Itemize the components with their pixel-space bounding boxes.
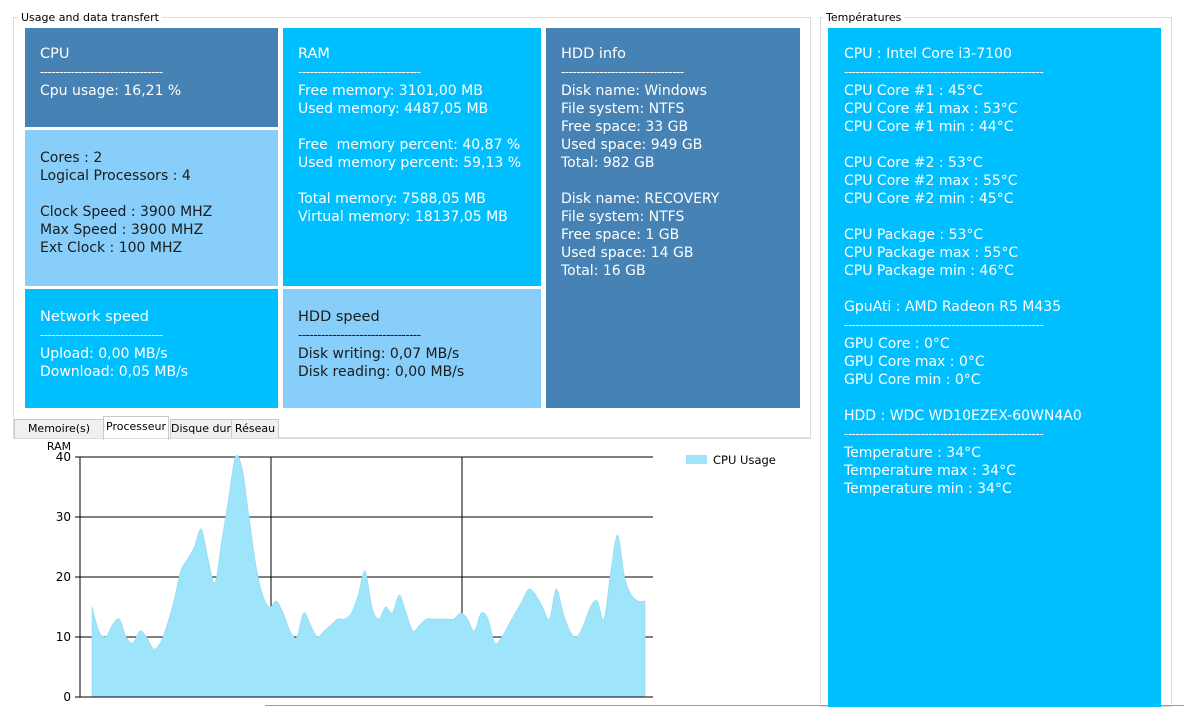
cpu-core1-text: CPU Core #1 : 45°C	[844, 83, 983, 99]
gpu-core-min-text: GPU Core min : 0°C	[844, 372, 981, 388]
virtual-memory-text: Virtual memory: 18137,05 MB	[298, 209, 508, 225]
temperatures-group-title: Températures	[823, 11, 905, 24]
logical-processors-text: Logical Processors : 4	[40, 168, 191, 184]
hdd-speed-tile: HDD speed ------------------------------…	[283, 289, 541, 408]
hdd-info-divider: --------------------------------	[561, 65, 684, 79]
hdd-temperature-max-text: Temperature max : 34°C	[844, 463, 1016, 479]
cpu-package-max-text: CPU Package max : 55°C	[844, 245, 1019, 261]
tick-label-y: 10	[56, 630, 71, 644]
usage-group	[13, 17, 811, 438]
temp-divider-gpu: ----------------------------------------…	[844, 318, 1044, 332]
tab-page-border	[13, 438, 811, 439]
clock-speed-text: Clock Speed : 3900 MHZ	[40, 204, 213, 220]
window-bottom-line	[265, 705, 1184, 706]
cores-text: Cores : 2	[40, 150, 103, 166]
hdd-speed-title: HDD speed	[298, 309, 380, 325]
hdd-info-title: HDD info	[561, 46, 627, 62]
disk2-total-text: Total: 16 GB	[561, 263, 646, 279]
cpu-usage-text: Cpu usage: 16,21 %	[40, 83, 182, 99]
temperatures-panel: CPU : Intel Core i3-7100 ---------------…	[828, 28, 1161, 707]
used-memory-text: Used memory: 4487,05 MB	[298, 101, 489, 117]
network-title: Network speed	[40, 309, 149, 325]
free-memory-percent-text: Free memory percent: 40,87 %	[298, 137, 521, 153]
ram-divider: --------------------------------	[298, 65, 421, 79]
cpu-tile: CPU -------------------------------- Cpu…	[25, 28, 278, 127]
legend-swatch	[686, 455, 707, 464]
disk2-used-text: Used space: 14 GB	[561, 245, 694, 261]
ext-clock-text: Ext Clock : 100 MHZ	[40, 240, 183, 256]
cpu-core2-min-text: CPU Core #2 min : 45°C	[844, 191, 1014, 207]
gpu-core-text: GPU Core : 0°C	[844, 336, 950, 352]
hdd-model-text: HDD : WDC WD10EZEX-60WN4A0	[844, 408, 1082, 424]
disk-reading-text: Disk reading: 0,00 MB/s	[298, 364, 465, 380]
used-memory-percent-text: Used memory percent: 59,13 %	[298, 155, 522, 171]
hdd-temperature-text: Temperature : 34°C	[844, 445, 981, 461]
upload-text: Upload: 0,00 MB/s	[40, 346, 168, 362]
temp-divider-hdd: ----------------------------------------…	[844, 427, 1044, 441]
disk2-fs-text: File system: NTFS	[561, 209, 685, 225]
network-divider: --------------------------------	[40, 328, 163, 342]
hdd-speed-divider: --------------------------------	[298, 328, 421, 342]
gpu-core-max-text: GPU Core max : 0°C	[844, 354, 985, 370]
ram-title: RAM	[298, 46, 330, 62]
download-text: Download: 0,05 MB/s	[40, 364, 189, 380]
tab-strip: Memoire(s) RAM Processeur Disque dur Rés…	[14, 416, 314, 453]
cpu-core2-text: CPU Core #2 : 53°C	[844, 155, 983, 171]
temp-divider-cpu: ----------------------------------------…	[844, 65, 1044, 79]
cpu-usage-chart: 0 10 20 30 40 CPU Usage	[56, 450, 776, 704]
cpu-model-text: CPU : Intel Core i3-7100	[844, 46, 1012, 62]
chart-legend: CPU Usage	[686, 453, 776, 467]
disk1-free-text: Free space: 33 GB	[561, 119, 689, 135]
total-memory-text: Total memory: 7588,05 MB	[298, 191, 486, 207]
hdd-temperature-min-text: Temperature min : 34°C	[844, 481, 1012, 497]
cpu-divider: --------------------------------	[40, 65, 163, 79]
tab-memoire-ram[interactable]: Memoire(s) RAM	[14, 419, 104, 453]
network-tile: Network speed --------------------------…	[25, 289, 278, 408]
disk2-free-text: Free space: 1 GB	[561, 227, 680, 243]
cpu-usage-area	[91, 455, 646, 698]
max-speed-text: Max Speed : 3900 MHZ	[40, 222, 204, 238]
cpu-core1-max-text: CPU Core #1 max : 53°C	[844, 101, 1018, 117]
disk1-name-text: Disk name: Windows	[561, 83, 707, 99]
tick-label-y: 0	[63, 690, 71, 704]
cores-tile: Cores : 2 Logical Processors : 4 Clock S…	[25, 130, 278, 286]
cpu-package-min-text: CPU Package min : 46°C	[844, 263, 1015, 279]
hdd-info-tile: HDD info -------------------------------…	[546, 28, 800, 408]
disk2-name-text: Disk name: RECOVERY	[561, 191, 720, 207]
legend-label: CPU Usage	[713, 453, 776, 467]
disk1-used-text: Used space: 949 GB	[561, 137, 703, 153]
disk1-total-text: Total: 982 GB	[561, 155, 655, 171]
cpu-core1-min-text: CPU Core #1 min : 44°C	[844, 119, 1014, 135]
tick-label-y: 20	[56, 570, 71, 584]
cpu-package-text: CPU Package : 53°C	[844, 227, 984, 243]
tab-processeur[interactable]: Processeur	[103, 416, 169, 440]
disk1-fs-text: File system: NTFS	[561, 101, 685, 117]
tab-disque-dur[interactable]: Disque dur	[170, 419, 232, 439]
tab-reseau[interactable]: Réseau	[231, 419, 279, 439]
tick-label-y: 30	[56, 510, 71, 524]
disk-writing-text: Disk writing: 0,07 MB/s	[298, 346, 460, 362]
ram-tile: RAM -------------------------------- Fre…	[283, 28, 541, 286]
tick-label-y: 40	[56, 450, 71, 464]
usage-group-title: Usage and data transfert	[18, 11, 162, 24]
free-memory-text: Free memory: 3101,00 MB	[298, 83, 483, 99]
cpu-core2-max-text: CPU Core #2 max : 55°C	[844, 173, 1018, 189]
chart-axes: 0 10 20 30 40	[56, 450, 653, 704]
gpu-model-text: GpuAti : AMD Radeon R5 M435	[844, 299, 1062, 315]
cpu-title: CPU	[40, 46, 70, 62]
